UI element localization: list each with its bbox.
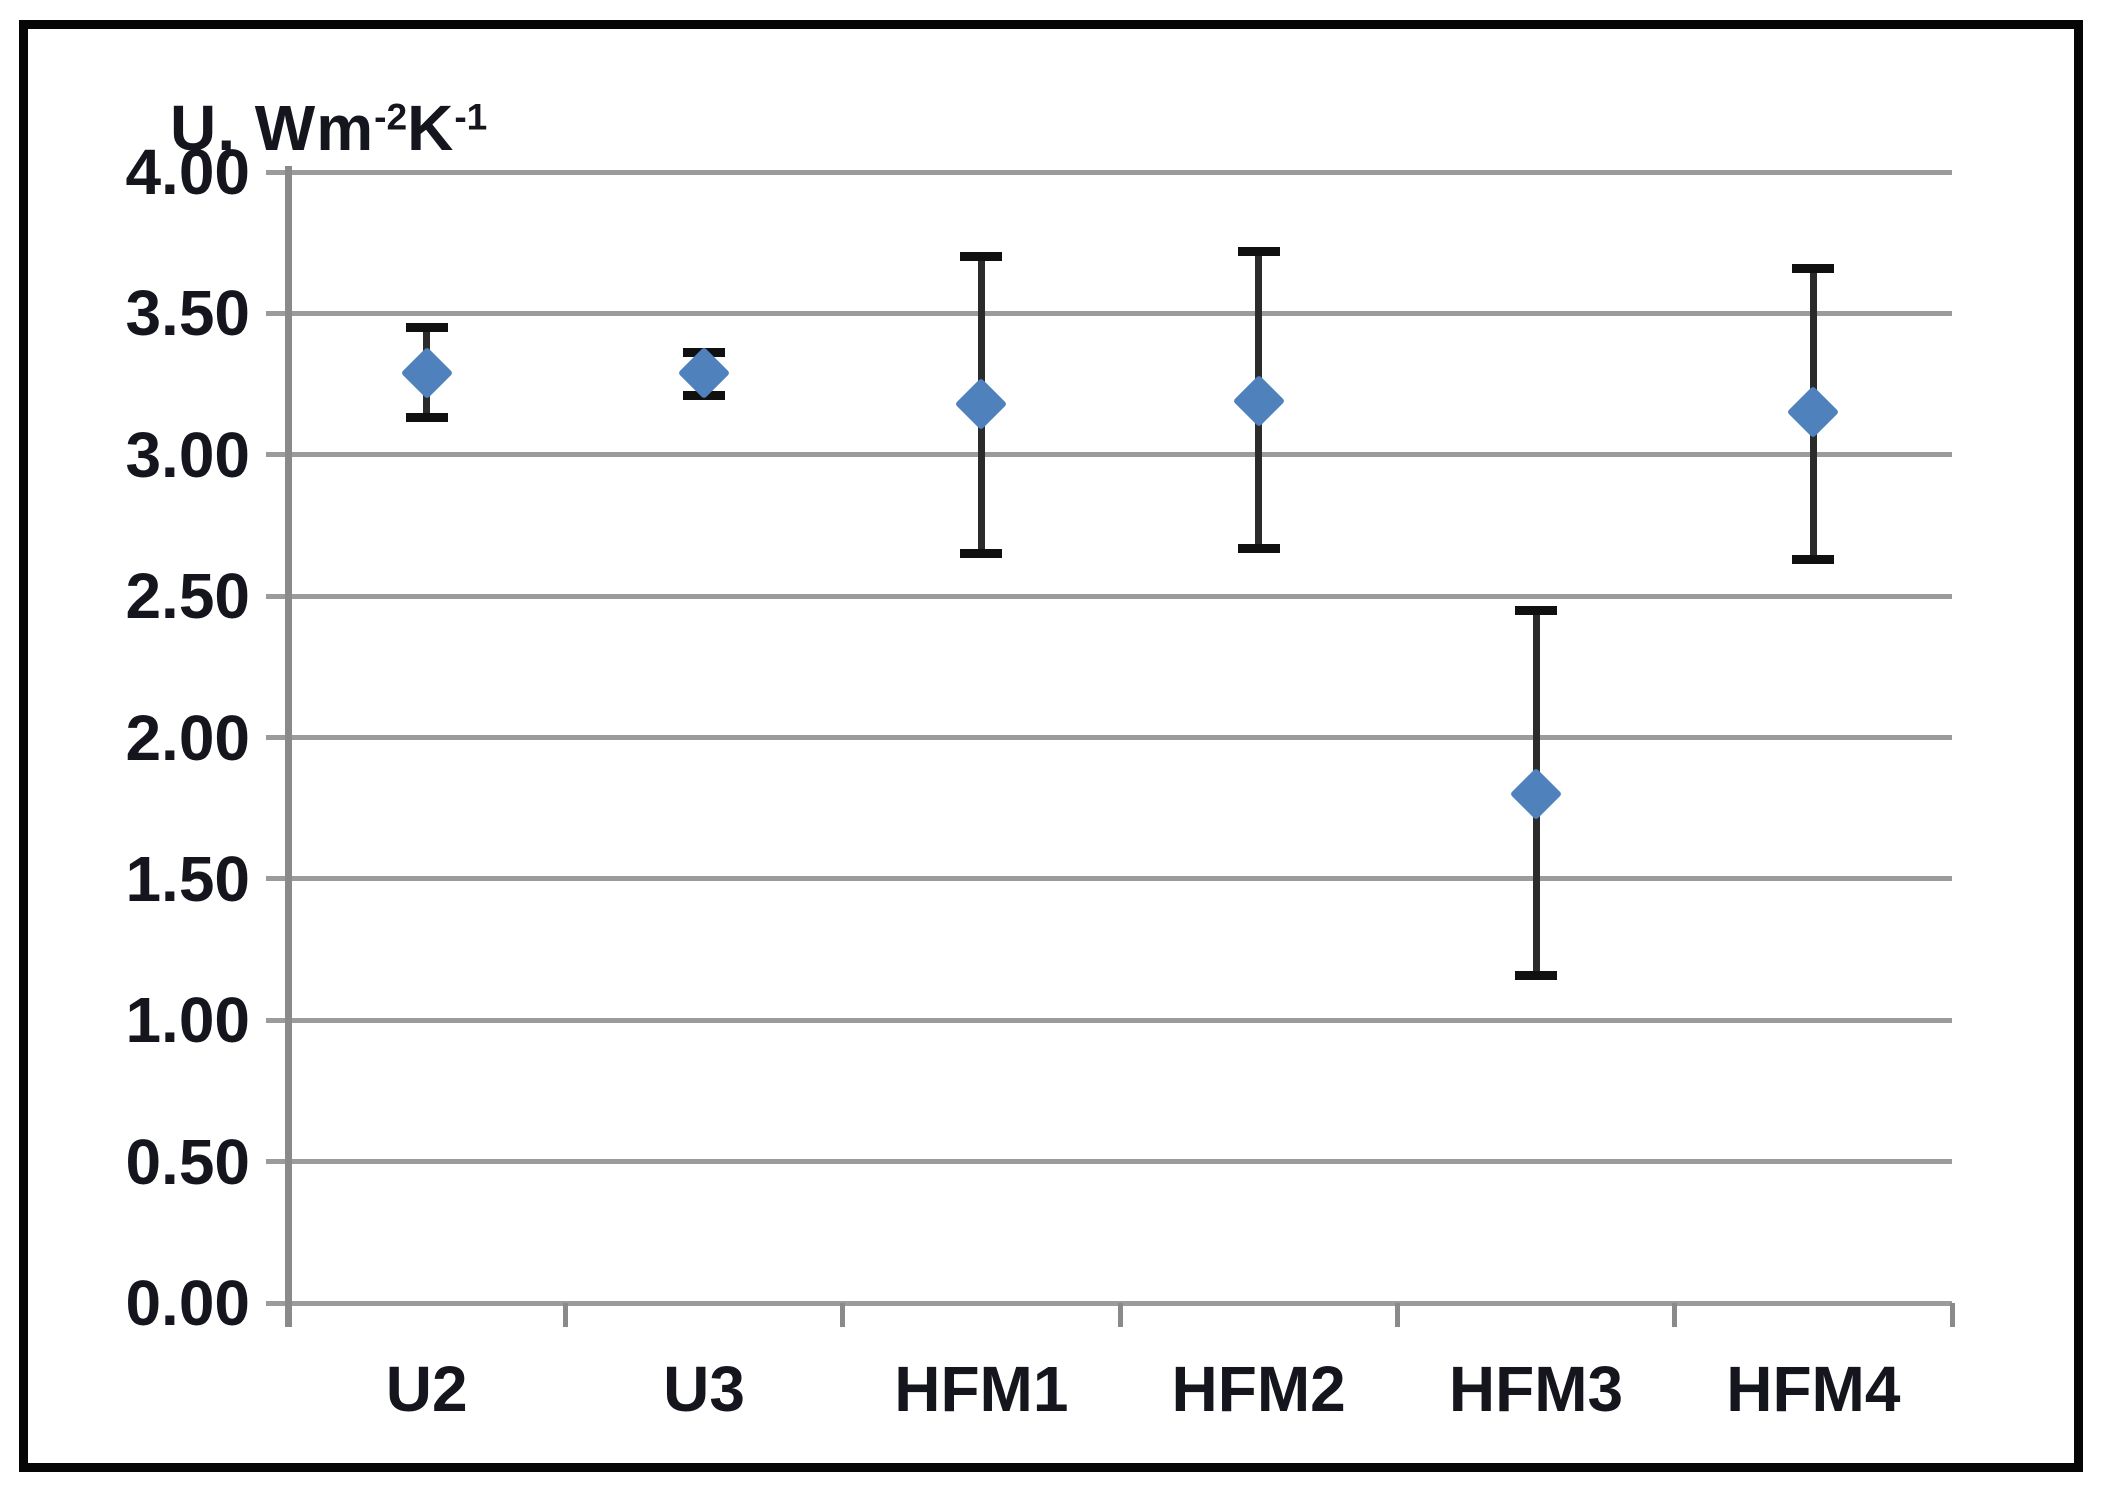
x-axis-category-label: U3	[663, 1353, 745, 1425]
gridline	[266, 1159, 1952, 1165]
error-bar-cap-top	[405, 323, 448, 332]
x-axis-tick	[562, 1303, 568, 1327]
y-axis-tick-label: 1.50	[125, 842, 250, 915]
gridline	[266, 169, 1952, 175]
gridline	[266, 452, 1952, 458]
error-bar-cap-top	[1515, 605, 1557, 615]
y-axis-title-superscript: -2	[374, 95, 408, 138]
gridline	[266, 876, 1952, 882]
error-bar-cap-bottom	[960, 549, 1003, 559]
error-bar-cap-bottom	[405, 413, 448, 423]
y-axis-title-text: U, Wm	[170, 92, 375, 164]
x-axis-tick	[840, 1303, 846, 1327]
gridline	[266, 735, 1952, 740]
y-axis-tick-label: 0.50	[125, 1125, 250, 1198]
y-axis-tick-label: 2.00	[125, 701, 250, 774]
gridline	[266, 593, 1952, 599]
y-axis-tick-label: 3.00	[125, 418, 250, 491]
y-axis-tick-label: 2.50	[125, 560, 250, 633]
error-bar-cap-bottom	[1515, 970, 1557, 980]
x-axis-category-label: HFM3	[1448, 1353, 1624, 1425]
x-axis-tick	[285, 1303, 291, 1327]
y-axis-title-superscript: -1	[454, 95, 488, 138]
x-axis-category-label: HFM1	[894, 1353, 1069, 1425]
x-axis-tick	[1117, 1303, 1123, 1327]
x-axis-tick	[1394, 1303, 1400, 1327]
x-axis-category-label: U2	[385, 1353, 468, 1425]
y-axis-tick-label: 4.00	[125, 136, 250, 208]
gridline	[266, 310, 1952, 316]
y-axis-tick-label: 0.00	[125, 1267, 250, 1339]
y-axis-tick-label: 1.00	[125, 984, 250, 1057]
gridline	[266, 1300, 1952, 1306]
x-axis-category-label: HFM2	[1171, 1353, 1346, 1425]
y-axis-line	[285, 166, 292, 1327]
figure-frame: U, Wm-2K-1	[19, 20, 2083, 1472]
error-bar-cap-top	[1237, 246, 1280, 256]
gridline	[266, 1017, 1952, 1023]
x-axis-category-label: HFM4	[1726, 1353, 1901, 1425]
error-bar-cap-bottom	[1237, 543, 1280, 553]
error-bar-cap-top	[960, 252, 1003, 262]
y-axis-tick-label: 3.50	[125, 277, 250, 350]
error-bar-cap-bottom	[1792, 554, 1835, 564]
y-axis-title: U, Wm-2K-1	[170, 91, 487, 165]
y-axis-title-text: K	[407, 92, 455, 164]
error-bar-cap-top	[1792, 263, 1835, 273]
x-axis-tick	[1672, 1303, 1678, 1327]
x-axis-tick	[1949, 1303, 1955, 1327]
